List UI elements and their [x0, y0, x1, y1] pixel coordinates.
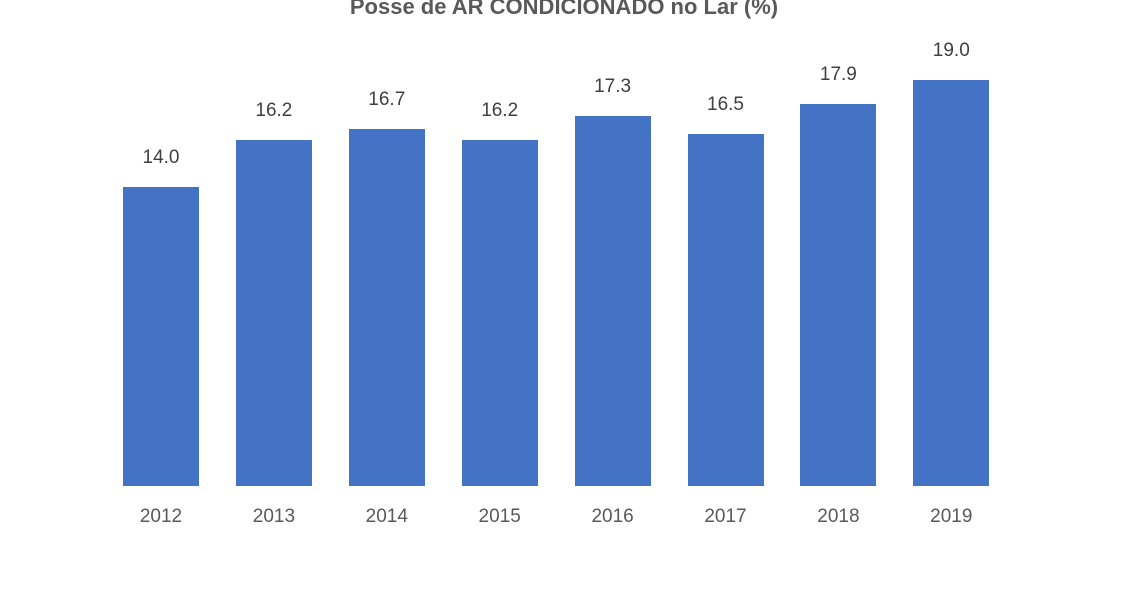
bar-2018	[800, 103, 877, 486]
x-tick-label: 2015	[478, 506, 521, 527]
x-tick-label: 2018	[817, 506, 860, 527]
x-tick-label: 2019	[930, 506, 973, 527]
bar-2013	[235, 139, 312, 486]
data-label: 16.7	[368, 89, 406, 111]
data-label: 19.0	[932, 40, 970, 62]
bar-2019	[913, 80, 990, 486]
data-label: 16.2	[481, 99, 519, 121]
bar-2016	[574, 116, 651, 486]
bar-2012	[123, 186, 199, 486]
x-tick-label: 2017	[704, 506, 747, 527]
bar-2017	[687, 133, 764, 486]
data-label: 17.9	[819, 63, 857, 85]
chart-title: Posse de AR CONDICIONADO no Lar (%)	[349, 0, 779, 19]
bar-2015	[461, 139, 538, 486]
x-tick-label: 2016	[591, 506, 634, 527]
x-tick-label: 2012	[139, 506, 183, 527]
x-tick-label: 2014	[365, 506, 408, 527]
bar-2014	[348, 129, 425, 486]
data-label: 16.2	[255, 99, 293, 121]
x-tick-label: 2013	[252, 506, 296, 527]
data-label: 14.0	[142, 146, 180, 168]
data-label: 17.3	[594, 76, 632, 98]
data-label: 16.5	[707, 93, 744, 115]
